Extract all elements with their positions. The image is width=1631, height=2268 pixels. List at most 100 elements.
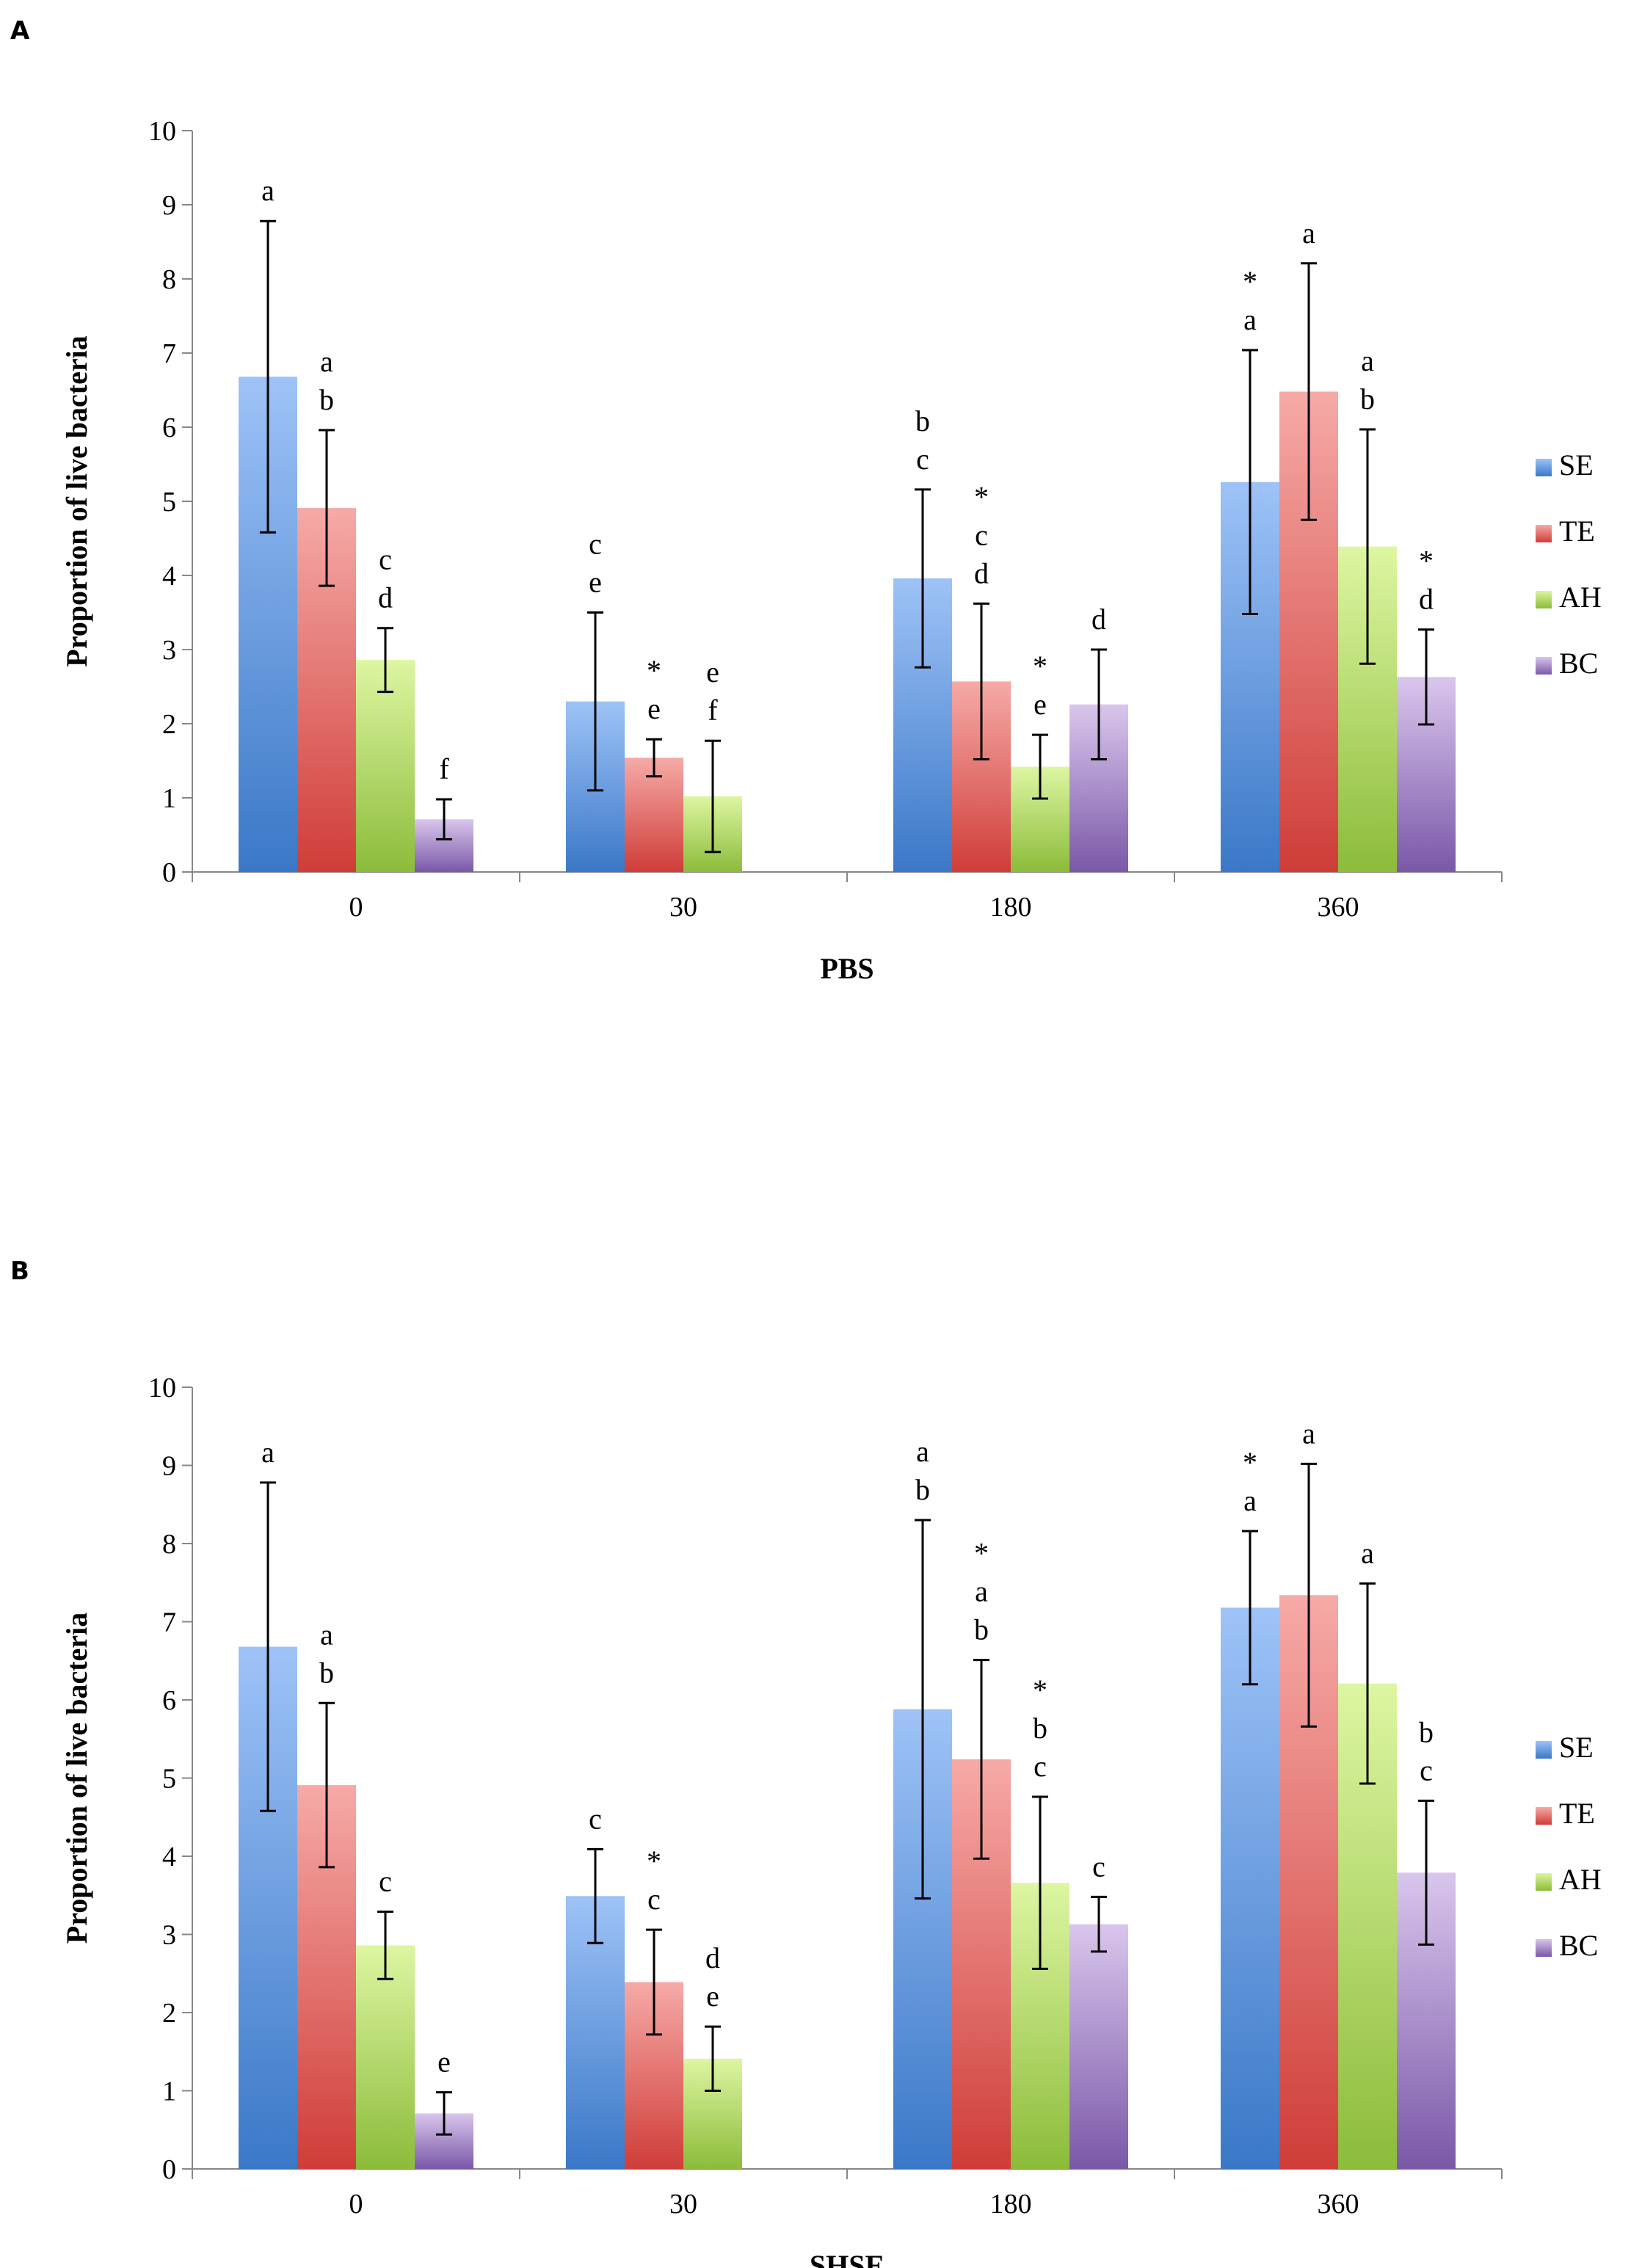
legend-swatch-te bbox=[1536, 1807, 1552, 1825]
significance-label: c bbox=[647, 1883, 661, 1916]
significance-label: e bbox=[1034, 688, 1047, 721]
x-tick-label: 30 bbox=[669, 2189, 697, 2220]
y-tick-label: 0 bbox=[162, 857, 176, 888]
legend-label-te: TE bbox=[1559, 515, 1595, 548]
significance-label: d bbox=[1091, 603, 1106, 636]
significance-label: e bbox=[589, 566, 602, 599]
x-tick-label: 30 bbox=[669, 892, 697, 923]
significance-label: b bbox=[1360, 382, 1375, 415]
legend-swatch-bc bbox=[1536, 657, 1552, 675]
x-axis-label: SHSE bbox=[810, 2249, 884, 2268]
panel-letter-a: A bbox=[10, 16, 30, 46]
significance-label: d bbox=[378, 581, 393, 614]
bar-ah-0 bbox=[356, 1945, 415, 2169]
bar-bc-180 bbox=[1069, 1924, 1128, 2169]
y-axis-label: Proportion of live bacteria bbox=[60, 335, 93, 666]
y-tick-label: 3 bbox=[162, 635, 176, 666]
y-tick-label: 9 bbox=[162, 190, 176, 221]
y-tick-label: 5 bbox=[162, 1764, 176, 1795]
significance-label: c bbox=[1034, 1750, 1047, 1783]
significance-label: a bbox=[1302, 1417, 1315, 1450]
y-tick-label: 6 bbox=[162, 1685, 176, 1716]
significance-label: c bbox=[379, 543, 392, 576]
significance-label: * bbox=[974, 1537, 989, 1570]
x-tick-label: 360 bbox=[1318, 2189, 1359, 2220]
chart-panel-a: 0 1 2 3 4 5 6 7 8 9 10 0 30 180 360 PBS Proportion of li… bbox=[60, 116, 1602, 985]
significance-label: a bbox=[261, 174, 275, 207]
chart-panel-b: 0 1 2 3 4 5 6 7 8 9 10 0 30 180 360 SHSE Proportion of l… bbox=[60, 1373, 1602, 2268]
significance-label: d bbox=[1419, 583, 1434, 616]
legend-label-se: SE bbox=[1559, 1731, 1594, 1764]
significance-label: * bbox=[1419, 545, 1434, 578]
significance-label: c bbox=[589, 1802, 602, 1835]
x-tick-label: 180 bbox=[990, 892, 1032, 923]
significance-label: a bbox=[261, 1436, 275, 1469]
legend-label-ah: AH bbox=[1559, 1863, 1602, 1896]
x-tick-label: 0 bbox=[349, 892, 363, 923]
y-tick-label: 10 bbox=[148, 116, 176, 147]
significance-label: * bbox=[974, 480, 989, 513]
significance-label: a bbox=[1361, 1536, 1374, 1569]
legend-label-te: TE bbox=[1559, 1797, 1595, 1830]
significance-label: f bbox=[439, 752, 449, 785]
significance-label: c bbox=[1420, 1753, 1433, 1787]
significance-label: e bbox=[437, 2046, 451, 2079]
y-tick-label: 5 bbox=[162, 487, 176, 517]
y-tick-label: 10 bbox=[148, 1373, 176, 1403]
legend-swatch-ah bbox=[1536, 1873, 1552, 1891]
y-tick-label: 2 bbox=[162, 1998, 176, 2029]
y-tick-label: 8 bbox=[162, 264, 176, 295]
y-tick-label: 4 bbox=[162, 561, 176, 592]
legend-swatch-se bbox=[1536, 1741, 1552, 1759]
significance-label: * bbox=[1033, 650, 1047, 683]
significance-label: a bbox=[1302, 217, 1315, 250]
legend-swatch-se bbox=[1536, 459, 1552, 476]
significance-label: c bbox=[975, 518, 988, 551]
y-tick-label: 3 bbox=[162, 1920, 176, 1951]
significance-label: * bbox=[1243, 1446, 1257, 1479]
bar-se-360 bbox=[1221, 1607, 1279, 2169]
significance-label: b bbox=[1033, 1712, 1047, 1745]
significance-label: b bbox=[974, 1613, 989, 1646]
significance-label: c bbox=[916, 443, 929, 476]
significance-label: a bbox=[320, 345, 333, 378]
x-tick-label: 180 bbox=[990, 2189, 1032, 2220]
significance-label: * bbox=[1033, 1673, 1047, 1707]
significance-label: e bbox=[647, 692, 661, 725]
y-tick-label: 1 bbox=[162, 783, 176, 814]
legend-swatch-te bbox=[1536, 525, 1552, 542]
panel-letter-b: B bbox=[10, 1257, 29, 1286]
significance-label: a bbox=[1243, 1484, 1257, 1517]
significance-label: b bbox=[915, 1473, 930, 1506]
y-tick-label: 6 bbox=[162, 412, 176, 443]
x-tick-label: 0 bbox=[349, 2189, 363, 2220]
y-tick-label: 2 bbox=[162, 709, 176, 740]
significance-label: * bbox=[1243, 265, 1257, 298]
significance-label: e bbox=[706, 1980, 719, 2013]
legend-swatch-ah bbox=[1536, 591, 1552, 608]
significance-label: d bbox=[974, 556, 989, 589]
x-axis-label: PBS bbox=[820, 952, 873, 985]
significance-label: f bbox=[708, 694, 718, 727]
significance-label: a bbox=[1361, 344, 1374, 377]
significance-label: e bbox=[706, 655, 719, 688]
y-tick-label: 4 bbox=[162, 1842, 176, 1872]
significance-label: c bbox=[1092, 1850, 1105, 1883]
legend-label-bc: BC bbox=[1559, 647, 1598, 680]
significance-label: b bbox=[319, 1656, 334, 1689]
legend-label-ah: AH bbox=[1559, 581, 1602, 614]
significance-label: b bbox=[1419, 1715, 1434, 1748]
bar-ah-0 bbox=[356, 660, 415, 872]
legend-label-se: SE bbox=[1559, 448, 1594, 481]
y-tick-label: 7 bbox=[162, 1607, 176, 1638]
legend-swatch-bc bbox=[1536, 1939, 1552, 1957]
legend-label-bc: BC bbox=[1559, 1929, 1598, 1962]
significance-label: c bbox=[589, 528, 602, 561]
significance-label: b bbox=[319, 383, 334, 416]
y-tick-label: 9 bbox=[162, 1451, 176, 1482]
significance-label: d bbox=[705, 1941, 720, 1974]
significance-label: c bbox=[379, 1865, 392, 1898]
y-axis-label: Proportion of live bacteria bbox=[60, 1613, 93, 1944]
significance-label: * bbox=[647, 1844, 661, 1878]
y-tick-label: 1 bbox=[162, 2076, 176, 2107]
